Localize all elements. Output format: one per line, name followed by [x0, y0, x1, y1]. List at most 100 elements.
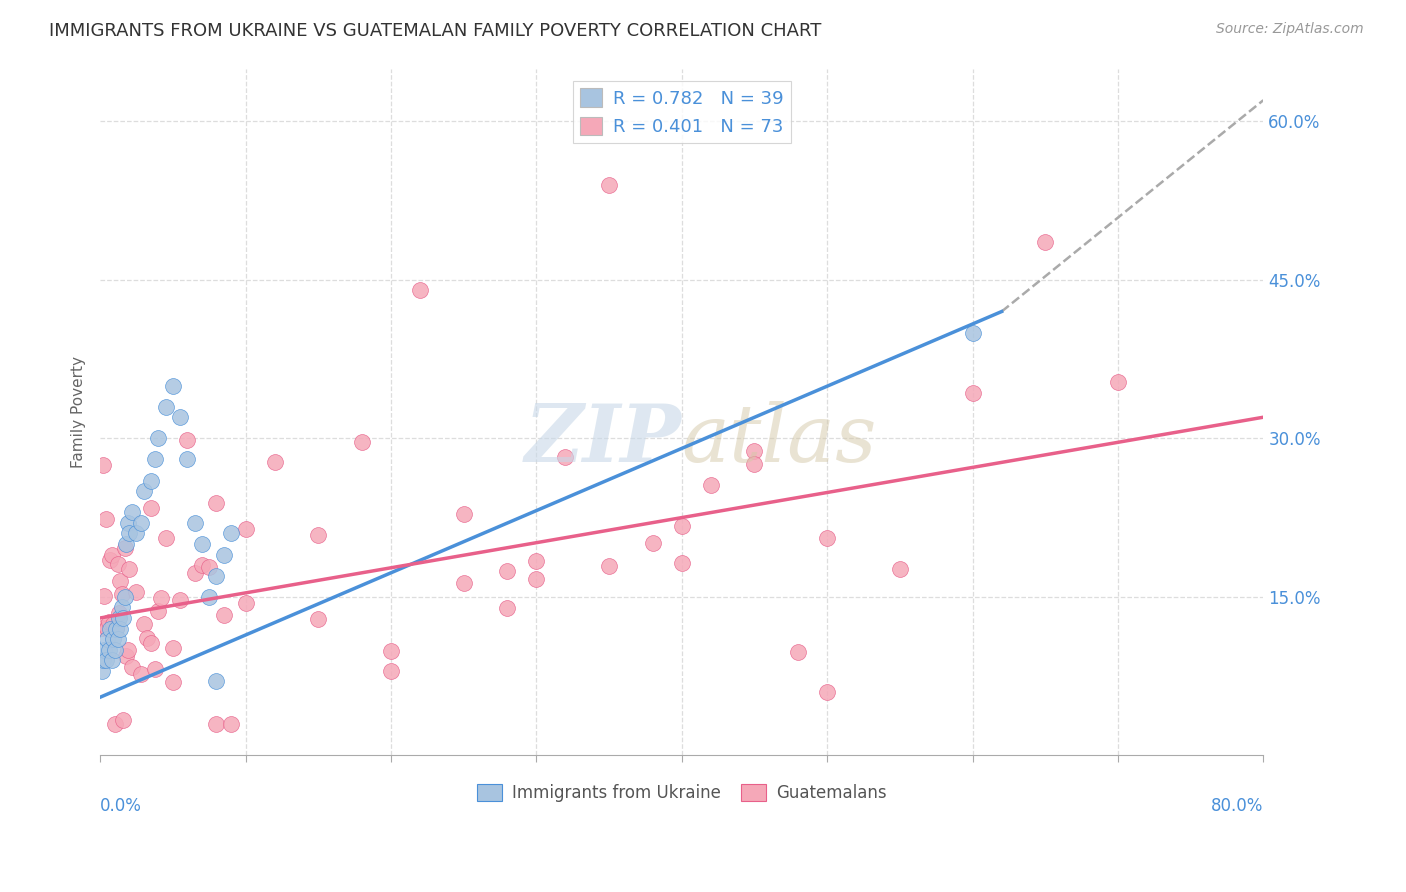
Point: [90, 664, 112, 678]
Point: [307, 612, 329, 626]
Point: [496, 601, 519, 615]
Point: [453, 576, 475, 591]
Point: [235, 596, 257, 610]
Point: [176, 433, 198, 447]
Point: [100, 653, 122, 667]
Point: [155, 531, 177, 545]
Point: [787, 645, 810, 659]
Point: [107, 632, 129, 646]
Point: [135, 631, 157, 645]
Point: [114, 541, 136, 556]
Point: [671, 519, 693, 533]
Point: [118, 562, 141, 576]
Point: [145, 662, 167, 676]
Point: [90, 621, 112, 635]
Point: [91, 458, 114, 473]
Point: [115, 649, 138, 664]
Point: [191, 558, 214, 572]
Point: [103, 617, 125, 632]
Point: [118, 526, 141, 541]
Text: 0.0%: 0.0%: [100, 797, 142, 814]
Point: [145, 452, 167, 467]
Point: [110, 574, 132, 588]
Point: [107, 558, 129, 572]
Point: [125, 526, 148, 541]
Point: [183, 516, 205, 530]
Point: [150, 591, 173, 606]
Point: [139, 501, 162, 516]
Point: [121, 659, 143, 673]
Point: [139, 636, 162, 650]
Point: [598, 558, 620, 573]
Point: [93, 589, 115, 603]
Point: [96, 632, 118, 646]
Point: [104, 642, 127, 657]
Point: [212, 548, 235, 562]
Point: [148, 604, 170, 618]
Point: [524, 554, 547, 568]
Point: [409, 284, 432, 298]
Point: [524, 573, 547, 587]
Point: [744, 457, 766, 471]
Point: [117, 516, 139, 530]
Point: [700, 477, 723, 491]
Point: [108, 606, 131, 620]
Text: ZIP: ZIP: [524, 401, 682, 478]
Point: [205, 716, 228, 731]
Point: [744, 443, 766, 458]
Point: [96, 621, 118, 635]
Point: [132, 617, 155, 632]
Point: [162, 675, 184, 690]
Point: [121, 505, 143, 519]
Point: [97, 615, 120, 629]
Point: [94, 511, 117, 525]
Point: [1033, 235, 1056, 250]
Point: [98, 622, 121, 636]
Point: [139, 474, 162, 488]
Point: [91, 653, 114, 667]
Point: [962, 326, 984, 340]
Point: [263, 455, 285, 469]
Point: [110, 622, 132, 636]
Point: [169, 410, 191, 425]
Text: atlas: atlas: [682, 401, 877, 478]
Point: [162, 640, 184, 655]
Point: [212, 607, 235, 622]
Point: [815, 685, 838, 699]
Point: [380, 664, 402, 678]
Point: [205, 674, 228, 689]
Point: [183, 566, 205, 580]
Point: [496, 564, 519, 578]
Point: [117, 643, 139, 657]
Point: [205, 496, 228, 510]
Point: [598, 178, 620, 192]
Point: [176, 452, 198, 467]
Point: [198, 560, 221, 574]
Point: [112, 713, 135, 727]
Point: [307, 527, 329, 541]
Point: [94, 653, 117, 667]
Text: IMMIGRANTS FROM UKRAINE VS GUATEMALAN FAMILY POVERTY CORRELATION CHART: IMMIGRANTS FROM UKRAINE VS GUATEMALAN FA…: [49, 22, 821, 40]
Point: [148, 431, 170, 445]
Point: [93, 642, 115, 657]
Point: [235, 522, 257, 536]
Point: [105, 621, 128, 635]
Point: [671, 556, 693, 570]
Point: [155, 400, 177, 414]
Point: [1107, 375, 1129, 389]
Legend: R = 0.782   N = 39, R = 0.401   N = 73: R = 0.782 N = 39, R = 0.401 N = 73: [574, 81, 790, 143]
Point: [815, 531, 838, 545]
Point: [112, 611, 135, 625]
Point: [115, 537, 138, 551]
Point: [108, 611, 131, 625]
Point: [169, 593, 191, 607]
Text: Source: ZipAtlas.com: Source: ZipAtlas.com: [1216, 22, 1364, 37]
Point: [162, 378, 184, 392]
Point: [132, 484, 155, 499]
Point: [962, 385, 984, 400]
Point: [453, 508, 475, 522]
Point: [111, 587, 134, 601]
Point: [125, 585, 148, 599]
Point: [104, 716, 127, 731]
Point: [105, 622, 128, 636]
